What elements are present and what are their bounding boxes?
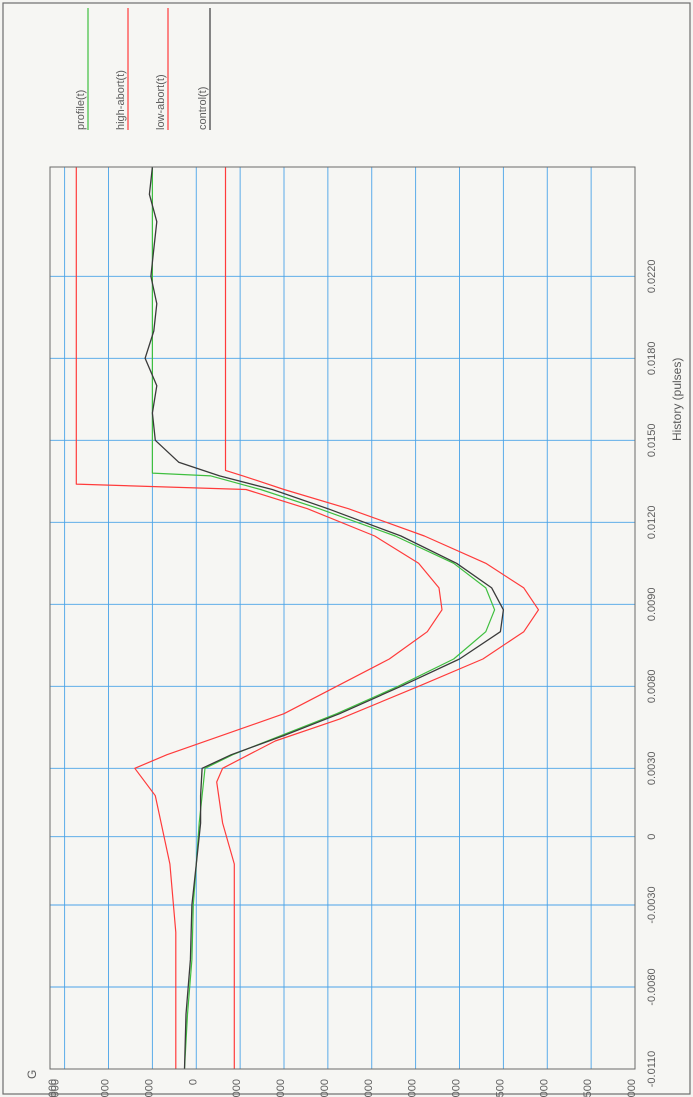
x-tick-label-6: 0.0090 — [646, 588, 658, 622]
y-tick-label-13: 13.500 — [582, 1079, 594, 1097]
y-tick-label-0: -5.0000 — [47, 1079, 59, 1097]
plot-area-border — [49, 166, 636, 1070]
legend: profile(t) high-abort(t) low-abort(t) contr… — [75, 8, 211, 130]
legend-label-3: control(t) — [197, 87, 209, 130]
y-tick-label-14: 15.000 — [626, 1079, 638, 1097]
x-axis-ticks: -0.0110 -0.0080 -0.0030 0 0.0030 0.0080 0.0090… — [646, 260, 658, 1088]
x-tick-label-2: -0.0030 — [646, 886, 658, 923]
y-tick-label-11: 10.500 — [494, 1079, 506, 1097]
y-tick-label-3: -1.5000 — [143, 1079, 155, 1097]
y-tick-label-8: 6.0000 — [363, 1079, 375, 1097]
y-tick-label-7: 4.5000 — [319, 1079, 331, 1097]
y-tick-label-9: 7.5000 — [407, 1079, 419, 1097]
x-tick-label-10: 0.0220 — [646, 260, 658, 294]
series-group — [75, 166, 540, 1070]
x-axis-label: History (pulses) — [670, 358, 684, 441]
x-tick-label-5: 0.0080 — [646, 670, 658, 704]
y-tick-label-6: 3.0000 — [275, 1079, 287, 1097]
y-axis-ticks: -5.0000-4.5000 -3.0000 -1.5000 0 1.5000 3.000… — [47, 1079, 638, 1097]
y-tick-label-10: 9.0000 — [451, 1079, 463, 1097]
series-line-1 — [216, 167, 540, 1069]
legend-label-0: profile(t) — [75, 90, 87, 130]
x-tick-label-4: 0.0030 — [646, 752, 658, 786]
y-tick-label-4: 0 — [187, 1079, 199, 1085]
y-tick-label-5: 1.5000 — [231, 1079, 243, 1097]
x-tick-label-9: 0.0180 — [646, 342, 658, 376]
series-line-2 — [75, 167, 443, 1069]
y-tick-label-1: -4.5000 — [50, 1079, 62, 1097]
x-tick-label-7: 0.0120 — [646, 506, 658, 540]
legend-label-2: low-abort(t) — [155, 74, 167, 130]
y-tick-label-2: -3.0000 — [100, 1079, 112, 1097]
x-tick-label-1: -0.0080 — [646, 968, 658, 1005]
series-line-3 — [144, 166, 505, 1070]
x-tick-label-0: -0.0110 — [646, 1051, 658, 1088]
x-tick-label-3: 0 — [646, 834, 658, 840]
y-tick-label-12: 12.000 — [538, 1079, 550, 1097]
y-axis-label: G — [25, 1070, 39, 1079]
legend-label-1: high-abort(t) — [115, 70, 127, 130]
x-tick-label-8: 0.0150 — [646, 424, 658, 458]
